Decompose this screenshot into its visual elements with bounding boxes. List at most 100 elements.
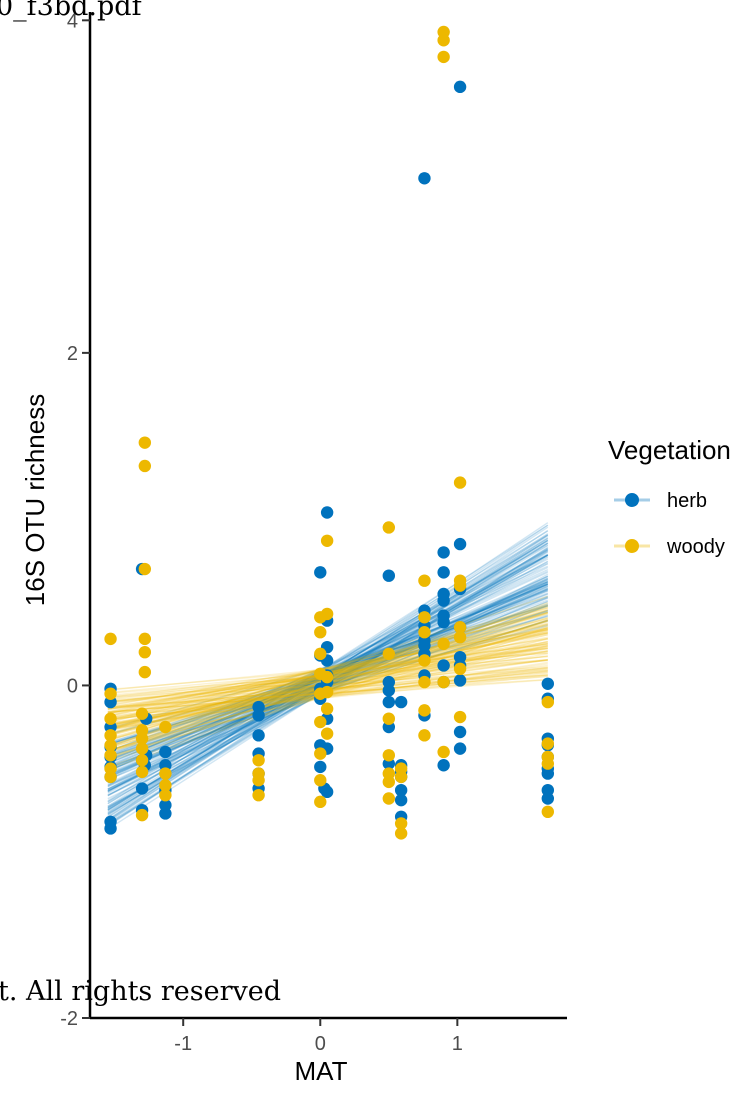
point-woody bbox=[418, 654, 431, 667]
x-tick-label: 1 bbox=[452, 1033, 463, 1055]
point-woody bbox=[418, 729, 431, 742]
point-woody bbox=[453, 621, 467, 634]
point-herb bbox=[382, 695, 396, 709]
point-woody bbox=[418, 704, 431, 717]
point-woody bbox=[320, 727, 334, 740]
point-woody bbox=[437, 637, 450, 651]
point-herb bbox=[382, 684, 396, 697]
point-woody bbox=[104, 770, 117, 784]
point-woody bbox=[320, 607, 334, 621]
point-woody bbox=[314, 795, 327, 809]
x-tick-label: -1 bbox=[174, 1033, 192, 1055]
point-woody bbox=[104, 632, 117, 646]
point-woody bbox=[138, 562, 152, 576]
point-woody bbox=[394, 827, 408, 840]
point-woody bbox=[104, 712, 117, 725]
legend-label-herb: herb bbox=[667, 490, 707, 512]
point-woody bbox=[138, 436, 152, 449]
fit-line-woody bbox=[107, 606, 548, 732]
fit-line-woody bbox=[107, 623, 548, 714]
point-woody bbox=[314, 647, 327, 661]
point-woody bbox=[138, 645, 152, 659]
point-woody bbox=[159, 720, 172, 734]
point-woody bbox=[138, 459, 152, 473]
point-woody bbox=[159, 788, 172, 802]
copyright-fragment: t. All rights reserved bbox=[0, 976, 281, 1007]
point-woody bbox=[394, 817, 408, 830]
y-tick-label: 2 bbox=[67, 343, 78, 365]
point-woody bbox=[437, 50, 450, 64]
fit-line-herb bbox=[107, 585, 549, 753]
fit-line-woody bbox=[107, 612, 548, 724]
point-herb bbox=[453, 80, 467, 94]
point-woody bbox=[320, 534, 334, 547]
point-herb bbox=[453, 742, 467, 755]
fit-line-woody bbox=[107, 604, 549, 731]
y-tick-label: 0 bbox=[67, 675, 78, 697]
point-woody bbox=[382, 712, 396, 725]
point-woody bbox=[453, 579, 467, 592]
legend-key-dot-woody bbox=[625, 539, 639, 553]
point-herb bbox=[394, 793, 408, 807]
axes bbox=[82, 12, 567, 1026]
fit-line-woody bbox=[107, 628, 548, 707]
y-axis-title: 16S OTU richness bbox=[20, 394, 50, 606]
point-woody bbox=[382, 647, 396, 661]
point-herb bbox=[437, 594, 450, 607]
point-woody bbox=[104, 729, 117, 742]
point-herb bbox=[437, 566, 450, 579]
point-herb bbox=[314, 566, 327, 579]
point-woody bbox=[418, 611, 431, 624]
point-woody bbox=[104, 739, 117, 752]
point-herb bbox=[320, 506, 334, 519]
point-woody bbox=[437, 745, 450, 759]
point-woody bbox=[437, 675, 450, 689]
point-woody bbox=[418, 675, 431, 689]
fit-line-woody bbox=[107, 613, 548, 722]
point-woody bbox=[135, 808, 149, 822]
point-herb bbox=[453, 674, 467, 687]
point-herb bbox=[159, 807, 172, 820]
fit-line-herb bbox=[107, 534, 549, 802]
fit-line-herb bbox=[107, 554, 549, 781]
data-points bbox=[104, 25, 555, 840]
point-woody bbox=[320, 670, 334, 684]
tick-labels: -1 0 1 -2 0 2 4 bbox=[60, 10, 463, 1055]
point-woody bbox=[382, 749, 396, 762]
point-woody bbox=[104, 749, 117, 762]
point-herb bbox=[104, 822, 117, 835]
y-tick-label: -2 bbox=[60, 1008, 78, 1030]
legend-label-woody: woody bbox=[666, 536, 725, 558]
point-woody bbox=[135, 765, 149, 779]
point-woody bbox=[394, 770, 408, 784]
point-herb bbox=[453, 537, 467, 551]
point-woody bbox=[252, 774, 265, 787]
point-woody bbox=[314, 626, 327, 639]
point-woody bbox=[314, 715, 327, 729]
legend-item-woody: woody bbox=[614, 536, 725, 558]
point-herb bbox=[541, 767, 555, 780]
point-woody bbox=[418, 574, 431, 587]
point-woody bbox=[541, 757, 555, 770]
fit-line-herb bbox=[107, 541, 549, 792]
point-woody bbox=[418, 626, 431, 639]
point-woody bbox=[135, 707, 149, 720]
point-woody bbox=[314, 747, 327, 760]
point-woody bbox=[252, 788, 265, 802]
point-woody bbox=[541, 737, 555, 750]
point-herb bbox=[252, 709, 265, 722]
fit-line-woody bbox=[107, 647, 548, 691]
point-woody bbox=[314, 774, 327, 787]
fit-line-woody bbox=[107, 631, 548, 707]
point-herb bbox=[382, 569, 396, 582]
point-herb bbox=[541, 792, 555, 805]
point-woody bbox=[104, 687, 117, 700]
legend-title: Vegetation bbox=[608, 435, 731, 465]
point-woody bbox=[135, 754, 149, 767]
point-woody bbox=[135, 742, 149, 755]
point-herb bbox=[437, 759, 450, 772]
point-herb bbox=[135, 782, 149, 795]
point-herb bbox=[418, 172, 431, 185]
legend-key-dot-herb bbox=[625, 493, 639, 507]
